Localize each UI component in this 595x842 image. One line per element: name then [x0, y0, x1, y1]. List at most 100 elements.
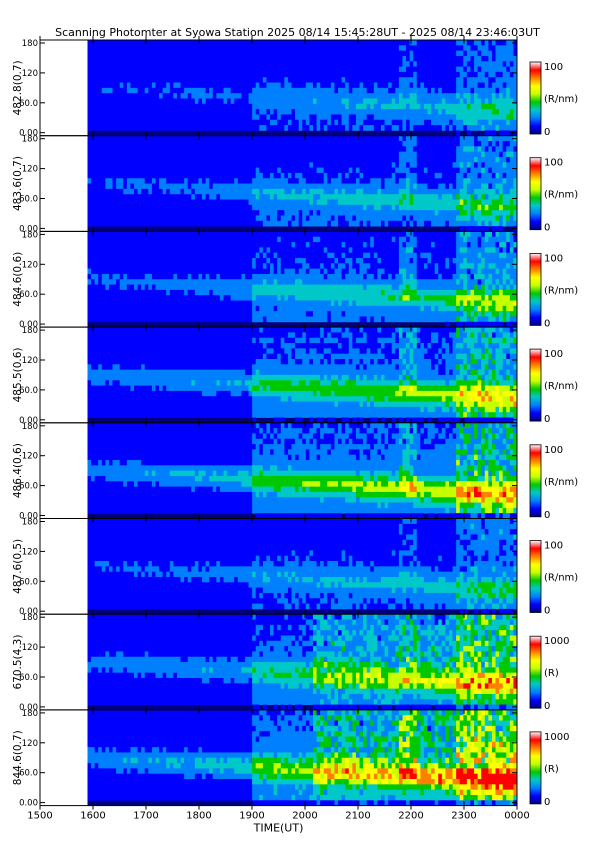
heat-cell	[427, 82, 432, 89]
heat-cell	[502, 172, 507, 179]
heat-cell	[402, 109, 407, 115]
heat-cell	[338, 156, 343, 163]
heat-cell	[234, 77, 239, 83]
heat-cell	[159, 82, 164, 89]
heat-cell	[502, 93, 507, 99]
y-tick-label: 60.0	[19, 195, 38, 205]
heat-cell	[162, 125, 167, 131]
heat-cell	[445, 103, 450, 110]
heat-cell	[166, 40, 171, 46]
heat-cell	[112, 231, 117, 238]
heat-cell	[409, 40, 414, 46]
heat-cell	[134, 125, 139, 131]
heat-cell	[488, 194, 493, 200]
heat-cell	[230, 55, 235, 62]
heat-cell	[427, 172, 432, 179]
heat-cell	[413, 71, 418, 78]
heat-cell	[119, 295, 124, 301]
heat-cell	[259, 220, 264, 227]
heat-cell	[298, 93, 303, 99]
heat-cell	[380, 61, 385, 67]
heat-cell	[241, 172, 246, 179]
heat-cell	[169, 242, 174, 248]
heat-cell	[352, 98, 357, 105]
heat-cell	[395, 87, 400, 94]
heat-cell	[470, 119, 475, 126]
heat-cell	[148, 300, 153, 307]
heat-cell	[230, 300, 235, 307]
heat-cell	[287, 82, 292, 89]
heat-cell	[345, 71, 350, 78]
heat-cell	[148, 135, 153, 142]
heat-cell	[101, 284, 106, 291]
heat-cell	[173, 178, 178, 184]
heat-cell	[108, 103, 113, 110]
heat-cell	[495, 77, 500, 83]
heat-cell	[423, 109, 428, 115]
heat-cell	[116, 93, 121, 99]
heat-cell	[198, 45, 203, 52]
heat-cell	[248, 119, 253, 126]
heat-cell	[431, 156, 436, 163]
heat-cell	[151, 93, 156, 99]
heat-cell	[449, 93, 453, 99]
heat-cell	[187, 87, 192, 94]
heat-cell	[355, 215, 360, 222]
heat-cell	[355, 119, 360, 126]
heat-cell	[87, 77, 92, 83]
heat-cell	[241, 151, 246, 158]
heat-cell	[352, 151, 357, 158]
heat-cell	[513, 119, 518, 126]
heat-cell	[338, 151, 343, 158]
heat-cell	[166, 55, 171, 62]
heat-cell	[123, 284, 128, 291]
heat-cell	[198, 82, 203, 89]
heat-cell	[191, 87, 196, 94]
heat-cell	[155, 204, 160, 211]
heat-cell	[452, 188, 457, 195]
heat-cell	[477, 210, 482, 216]
heat-cell	[130, 289, 135, 296]
heat-cell	[162, 204, 167, 211]
heat-cell	[198, 151, 203, 158]
heat-cell	[295, 82, 300, 89]
heat-cell	[248, 295, 253, 301]
heat-cell	[384, 172, 389, 179]
heat-cell	[291, 204, 296, 211]
heat-cell	[506, 220, 511, 227]
heat-cell	[327, 220, 332, 227]
heat-cell	[94, 183, 99, 190]
heat-cell	[456, 109, 461, 115]
heat-cell	[112, 263, 117, 270]
heat-cell	[144, 316, 149, 323]
heat-cell	[320, 71, 325, 78]
heat-cell	[338, 167, 343, 174]
heat-cell	[359, 215, 364, 222]
heat-cell	[452, 71, 457, 78]
heat-cell	[406, 66, 411, 73]
heat-cell	[262, 247, 267, 254]
heat-cell	[338, 71, 343, 78]
heat-cell	[227, 71, 232, 78]
heat-cell	[273, 98, 278, 105]
heat-cell	[423, 98, 428, 105]
heat-cell	[427, 199, 432, 206]
heat-cell	[320, 183, 325, 190]
heat-cell	[255, 125, 260, 131]
heat-cell	[237, 66, 242, 73]
heat-cell	[241, 98, 246, 105]
heat-cell	[452, 215, 457, 222]
heat-cell	[198, 231, 203, 238]
heat-cell	[459, 167, 464, 174]
heat-cell	[420, 87, 425, 94]
heat-cell	[338, 50, 343, 57]
heat-cell	[123, 45, 128, 52]
heat-cell	[359, 87, 364, 94]
heat-cell	[409, 188, 414, 195]
heat-cell	[223, 252, 228, 259]
heat-cell	[151, 284, 156, 291]
heat-cell	[441, 141, 446, 147]
heat-cell	[316, 188, 321, 195]
heat-cell	[270, 188, 275, 195]
heat-cell	[148, 257, 153, 264]
